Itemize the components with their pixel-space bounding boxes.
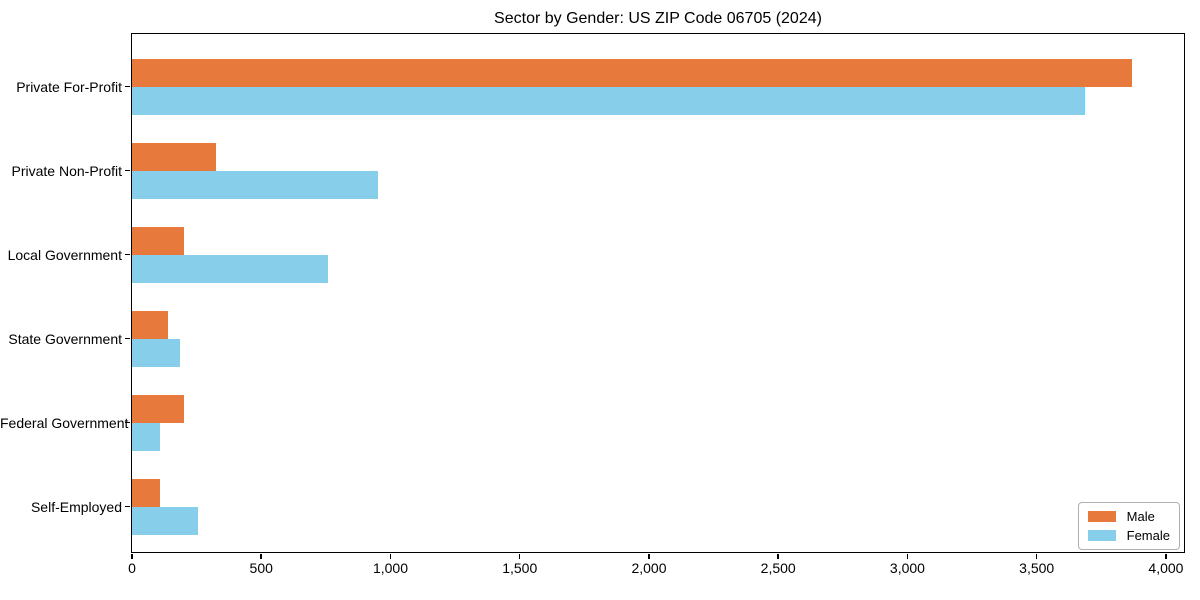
bar-male-private-for-profit [132, 58, 1133, 87]
x-tick-4000 [1165, 554, 1167, 559]
bar-male-private-non-profit [132, 142, 216, 171]
chart-title: Sector by Gender: US ZIP Code 06705 (202… [494, 10, 822, 27]
category-label-federal-government: Federal Government [0, 414, 129, 431]
x-tick-2500 [777, 554, 779, 559]
x-tick-label-2000: 2,000 [631, 560, 667, 576]
bar-female-state-government [132, 338, 180, 367]
plot-area: Male Female [125, 33, 1185, 559]
bar-female-local-government [132, 254, 329, 283]
legend-entry-female: Female [1087, 528, 1170, 543]
x-tick-label-2500: 2,500 [760, 560, 796, 576]
bar-female-federal-government [132, 422, 161, 451]
category-label-self-employed: Self-Employed [30, 498, 122, 515]
y-tick-local-government [125, 253, 130, 256]
x-tick-500 [260, 554, 262, 559]
x-tick-label-1000: 1,000 [372, 560, 409, 576]
x-tick-label-1500: 1,500 [502, 560, 538, 576]
x-tick-3500 [1035, 554, 1038, 559]
category-label-private-non-profit: Private Non-Profit [11, 162, 122, 179]
x-tick-label-0: 0 [128, 560, 136, 576]
category-label-state-government: State Government [8, 330, 122, 347]
bar-male-self-employed [132, 478, 161, 507]
x-tick-1000 [389, 554, 392, 559]
category-label-local-government: Local Government [7, 246, 122, 263]
category-label-private-for-profit: Private For-Profit [16, 78, 122, 95]
x-axis-tick-labels: 0 500 1,000 1,500 2,000 2,500 3,000 3,500 4,000 [128, 560, 1186, 581]
bar-male-federal-government [132, 394, 184, 423]
bar-female-self-employed [132, 506, 198, 535]
y-tick-state-government [125, 337, 130, 340]
bar-female-private-for-profit [132, 86, 1085, 115]
legend: Male Female [1077, 502, 1180, 550]
y-axis-labels: Private For-Profit Private Non-Profit Loca… [0, 34, 129, 554]
y-tick-private-non-profit [125, 169, 130, 172]
x-tick-0 [131, 554, 133, 559]
bar-female-private-non-profit [132, 170, 378, 199]
legend-swatch-female-icon [1087, 530, 1116, 541]
y-tick-private-for-profit [125, 85, 130, 88]
y-tick-federal-government [125, 421, 130, 424]
legend-entry-male: Male [1087, 509, 1170, 524]
x-tick-3000 [906, 554, 909, 559]
x-tick-2000 [648, 554, 650, 559]
legend-label-female: Female [1126, 528, 1170, 543]
x-tick-label-4000: 4,000 [1148, 560, 1184, 576]
bar-male-local-government [132, 226, 184, 255]
legend-swatch-male-icon [1087, 511, 1116, 522]
x-tick-label-3500: 3,500 [1019, 560, 1055, 576]
x-tick-label-500: 500 [249, 560, 273, 576]
x-tick-1500 [518, 554, 521, 559]
x-tick-label-3000: 3,000 [889, 560, 925, 576]
legend-label-male: Male [1126, 509, 1155, 524]
bar-male-state-government [132, 310, 169, 339]
y-tick-self-employed [125, 505, 130, 508]
